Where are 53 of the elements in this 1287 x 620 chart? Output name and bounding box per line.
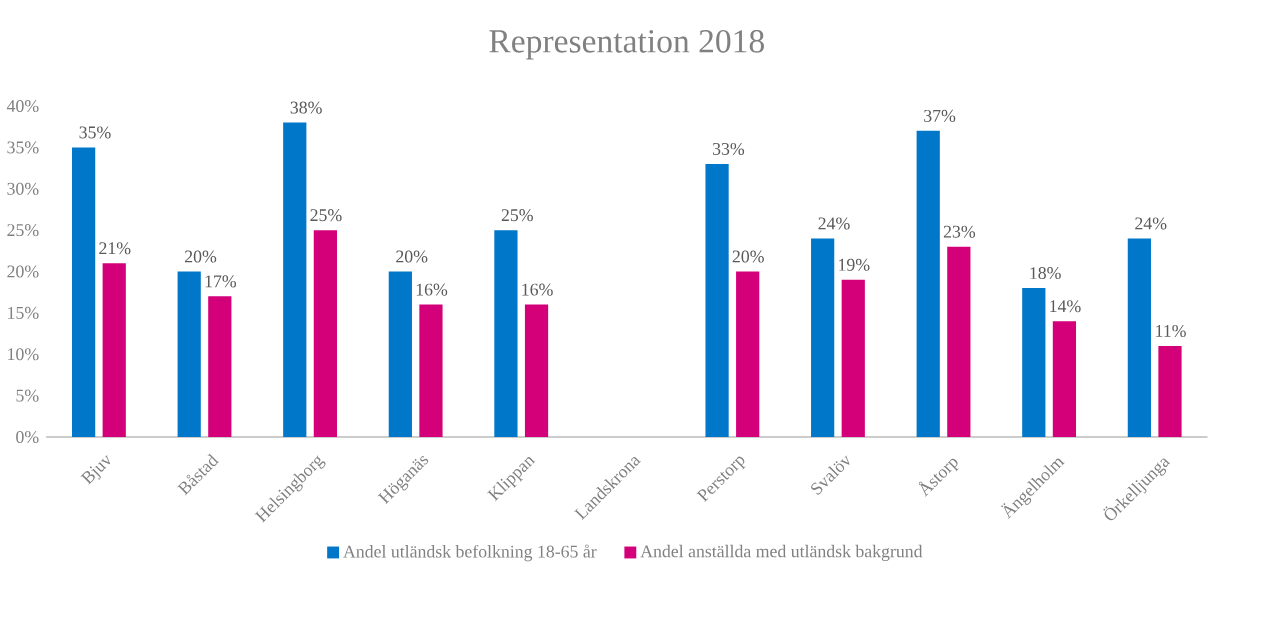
bar <box>916 130 940 437</box>
data-label: 20% <box>732 250 764 263</box>
bar <box>72 147 96 437</box>
bar <box>1052 321 1077 437</box>
data-label: 20% <box>396 250 428 263</box>
data-label: 11% <box>1156 324 1186 337</box>
data-label: 23% <box>943 225 976 238</box>
y-tick-label: 25% <box>7 223 39 237</box>
data-label: 20% <box>185 250 217 263</box>
bar <box>1158 345 1182 437</box>
legend-label: Andel utländsk befolkning 18-65 år <box>343 544 597 562</box>
data-label: 24% <box>818 217 850 230</box>
y-tick-label: 15% <box>8 306 39 319</box>
data-label: 19% <box>839 258 870 271</box>
data-label: 21% <box>99 242 131 255</box>
data-label: 16% <box>522 283 553 296</box>
data-label: 33% <box>712 142 745 155</box>
bar <box>841 279 865 437</box>
data-label: 25% <box>310 208 342 222</box>
bar <box>102 263 126 437</box>
data-label: 38% <box>290 101 322 114</box>
data-label: 24% <box>1135 217 1167 230</box>
bar <box>494 230 518 437</box>
chart-title: Representation 2018 <box>489 29 764 60</box>
bar <box>947 246 971 437</box>
bar <box>524 304 549 437</box>
bar <box>419 304 443 437</box>
data-label: 18% <box>1030 266 1061 279</box>
data-label: 16% <box>416 283 448 296</box>
bar <box>313 230 337 437</box>
bar <box>388 271 412 437</box>
y-tick-label: 35% <box>7 141 39 154</box>
y-tick-label: 40% <box>6 99 39 112</box>
data-label: 14% <box>1050 299 1081 313</box>
bar <box>177 271 201 437</box>
y-tick-label: 0% <box>16 430 39 443</box>
bar <box>736 271 760 437</box>
bar <box>811 238 835 437</box>
bar <box>1022 287 1046 437</box>
bar <box>283 122 307 437</box>
x-tick-label: Bjuv <box>80 454 111 485</box>
y-tick-label: 30% <box>7 182 39 195</box>
data-label: 35% <box>79 126 111 139</box>
data-label: 37% <box>924 109 956 122</box>
data-label: 17% <box>205 275 237 288</box>
legend-label: Andel anställda med utländsk bakgrund <box>640 544 923 561</box>
bar <box>1127 238 1151 437</box>
y-tick-label: 5% <box>16 389 39 402</box>
bar <box>208 296 232 437</box>
data-label: 25% <box>501 208 533 222</box>
bar <box>705 163 729 437</box>
y-tick-label: 10% <box>8 348 39 361</box>
y-tick-label: 20% <box>7 265 39 278</box>
